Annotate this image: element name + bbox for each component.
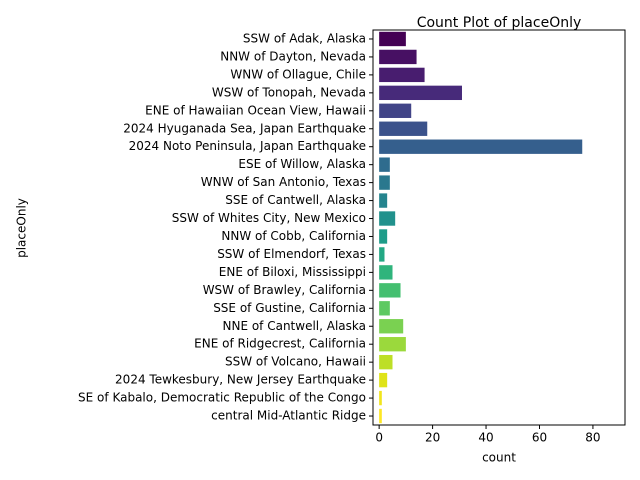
y-axis-label: placeOnly <box>15 198 29 258</box>
bar <box>379 85 462 101</box>
y-tick-label: 2024 Hyuganada Sea, Japan Earthquake <box>123 121 366 135</box>
bar <box>379 390 382 406</box>
bar <box>379 229 388 244</box>
y-tick-label: WNW of Ollague, Chile <box>230 67 366 81</box>
y-tick-label: WNW of San Antonio, Texas <box>201 175 366 189</box>
bar <box>379 139 583 154</box>
bar <box>379 67 425 83</box>
bar <box>379 319 404 334</box>
bar <box>379 157 390 172</box>
y-tick-label: ENE of Ridgecrest, California <box>194 337 366 351</box>
bar <box>379 247 385 262</box>
y-tick-label: SSW of Adak, Alaska <box>243 31 366 45</box>
bar <box>379 408 382 424</box>
bar <box>379 354 393 370</box>
y-tick-label: WSW of Brawley, California <box>203 283 366 297</box>
x-tick-label: 0 <box>375 431 383 445</box>
y-tick-label: ENE of Biloxi, Mississippi <box>219 265 366 279</box>
bar <box>379 372 388 388</box>
bar <box>379 121 428 136</box>
bar <box>379 49 417 65</box>
y-tick-label: ENE of Hawaiian Ocean View, Hawaii <box>145 103 366 117</box>
y-tick-label: ESE of Willow, Alaska <box>238 157 366 171</box>
bar <box>379 31 406 47</box>
plot-frame <box>372 29 626 426</box>
y-tick-label: central Mid-Atlantic Ridge <box>211 409 366 423</box>
y-tick-label: NNW of Dayton, Nevada <box>220 49 366 63</box>
y-tick-label: SSW of Elmendorf, Texas <box>217 247 366 261</box>
bar <box>379 193 388 208</box>
x-axis-label: count <box>482 451 516 465</box>
y-tick-label: SSW of Volcano, Hawaii <box>225 355 366 369</box>
y-tick-label: NNW of Cobb, California <box>221 229 366 243</box>
bar <box>379 265 393 280</box>
chart-title: Count Plot of placeOnly <box>417 15 582 31</box>
y-tick-label: 2024 Tewkesbury, New Jersey Earthquake <box>115 373 366 387</box>
y-tick-label: SSE of Gustine, California <box>213 301 366 315</box>
x-tick-label: 60 <box>532 431 547 445</box>
bar <box>379 283 401 298</box>
y-tick-label: SSE of Cantwell, Alaska <box>225 193 366 207</box>
x-tick-label: 20 <box>425 431 440 445</box>
bar <box>379 301 390 316</box>
y-tick-label: 2024 Noto Peninsula, Japan Earthquake <box>129 139 366 153</box>
y-tick-label: SSW of Whites City, New Mexico <box>172 211 366 225</box>
bar <box>379 175 390 190</box>
bar <box>379 103 412 118</box>
y-tick-label: WSW of Tonopah, Nevada <box>212 85 366 99</box>
y-tick-label: NNE of Cantwell, Alaska <box>222 319 366 333</box>
x-tick-label: 40 <box>478 431 493 445</box>
y-tick-label: SE of Kabalo, Democratic Republic of the… <box>78 391 366 405</box>
x-tick-label: 80 <box>585 431 600 445</box>
bar <box>379 211 396 226</box>
bar <box>379 337 406 352</box>
